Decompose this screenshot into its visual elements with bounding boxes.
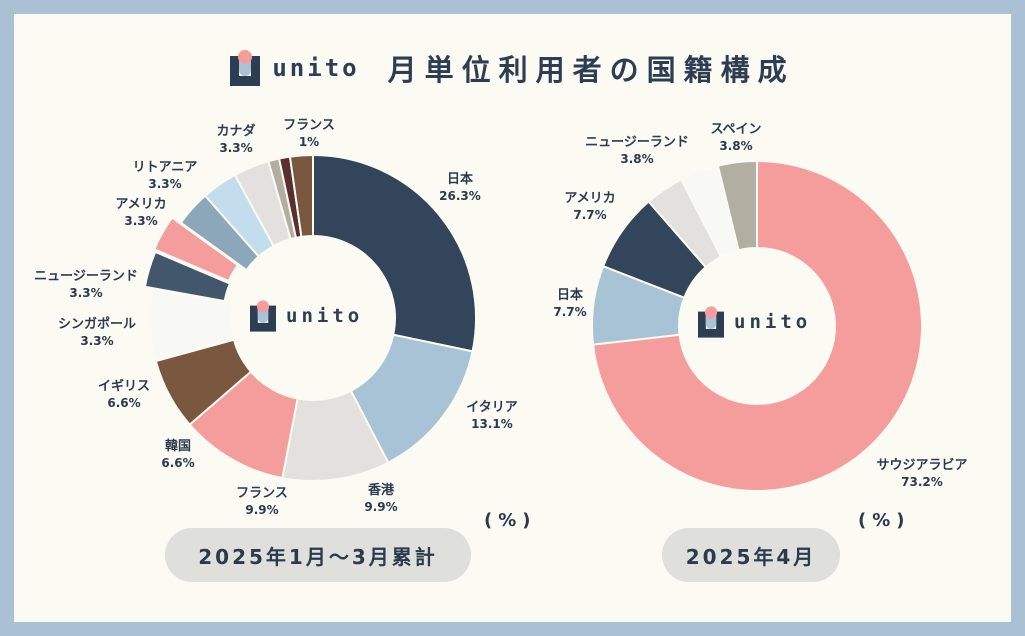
chart2-unit-label: (%) [858,510,911,531]
chart1-slice-0 [312,153,477,353]
chart1-slice-label-11: フランス [283,118,335,133]
chart1-slice-label-5: イギリス [98,378,150,394]
chart2-slice-value-0: 73.2% [901,475,943,489]
chart1-slice-label-0: 日本 [447,171,473,187]
chart2-center-label: unito [734,311,812,333]
unito-logo-icon [230,50,261,86]
chart1-slice-value-11: 1% [299,135,319,149]
chart1-slice-value-2: 9.9% [364,500,397,514]
chart1-slice-6 [143,250,232,303]
chart1-slice-7 [152,216,240,283]
chart1-slice-value-0: 26.3% [439,189,481,203]
chart1-unit-label: (%) [484,510,537,531]
chart2-slice-value-1: 7.7% [553,305,586,319]
chart1-slice-label-6: シンガポール [58,316,136,332]
chart1-slice-label-1: イタリア [466,400,517,415]
chart1-labels: 日本 26.3% イタリア 13.1% 香港 9.9% フランス 9.9% 韓国 6.6% イギリス… [34,118,518,517]
chart1-slice-value-6: 3.3% [80,334,113,348]
chart1-slice-label-9: リトアニア [133,160,198,175]
chart1-slice-value-1: 13.1% [471,417,513,431]
chart2-slice-label-0: サウジアラビア [876,457,967,473]
chart2-period-pill: 2025年4月 [662,528,840,582]
chart2-slice-value-5: 3.8% [719,139,752,153]
chart1-slice-label-3: フランス [236,486,288,501]
chart2-slices [591,159,923,492]
chart2-slice-value-2: 7.7% [573,208,606,222]
chart2-slice-label-3: ニュージーランド [585,135,689,150]
chart2-slice-label-1: 日本 [557,287,583,303]
chart1-slices [143,153,477,482]
chart1-center-logo: unito [250,300,363,332]
chart1-slice-value-4: 6.6% [161,456,194,470]
unito-logo-icon [250,300,276,332]
page-title: 月単位利用者の国籍構成 [387,53,795,87]
header: unito 月単位利用者の国籍構成 [0,38,1025,98]
chart1-slice-value-9: 3.3% [148,177,181,191]
chart1-center-label: unito [286,305,364,327]
chart1-slice-label-7: ニュージーランド [34,269,138,284]
chart1-slice-value-7: 3.3% [69,286,102,300]
brand-logo: unito [230,50,359,86]
chart1-slice-label-2: 香港 [367,482,395,498]
chart2-slice-label-2: アメリカ [564,191,615,206]
brand-name: unito [272,54,360,82]
chart2-labels: サウジアラビア 73.2% 日本 7.7% アメリカ 7.7% ニュージーランド 3.8% スペ… [553,122,967,489]
chart1-slice-value-10: 3.3% [219,141,252,155]
chart1-slice-label-4: 韓国 [165,438,191,454]
chart1-slice-value-8: 3.3% [124,214,157,228]
chart2-center-logo: unito [698,306,811,338]
chart2-slice-5 [716,159,758,252]
chart1-slice-value-5: 6.6% [107,396,140,410]
chart1-slice-13 [288,153,314,238]
chart2-slice-0 [591,159,923,492]
unito-logo-icon [698,306,724,338]
chart1-slice-label-10: カナダ [216,123,255,139]
chart2-slice-value-3: 3.8% [620,152,653,166]
chart1-slice-value-3: 9.9% [245,503,278,517]
chart1-period-pill: 2025年1月〜3月累計 [165,528,471,582]
chart1-slice-label-8: アメリカ [115,197,166,212]
chart2-slice-label-5: スペイン [710,122,761,137]
